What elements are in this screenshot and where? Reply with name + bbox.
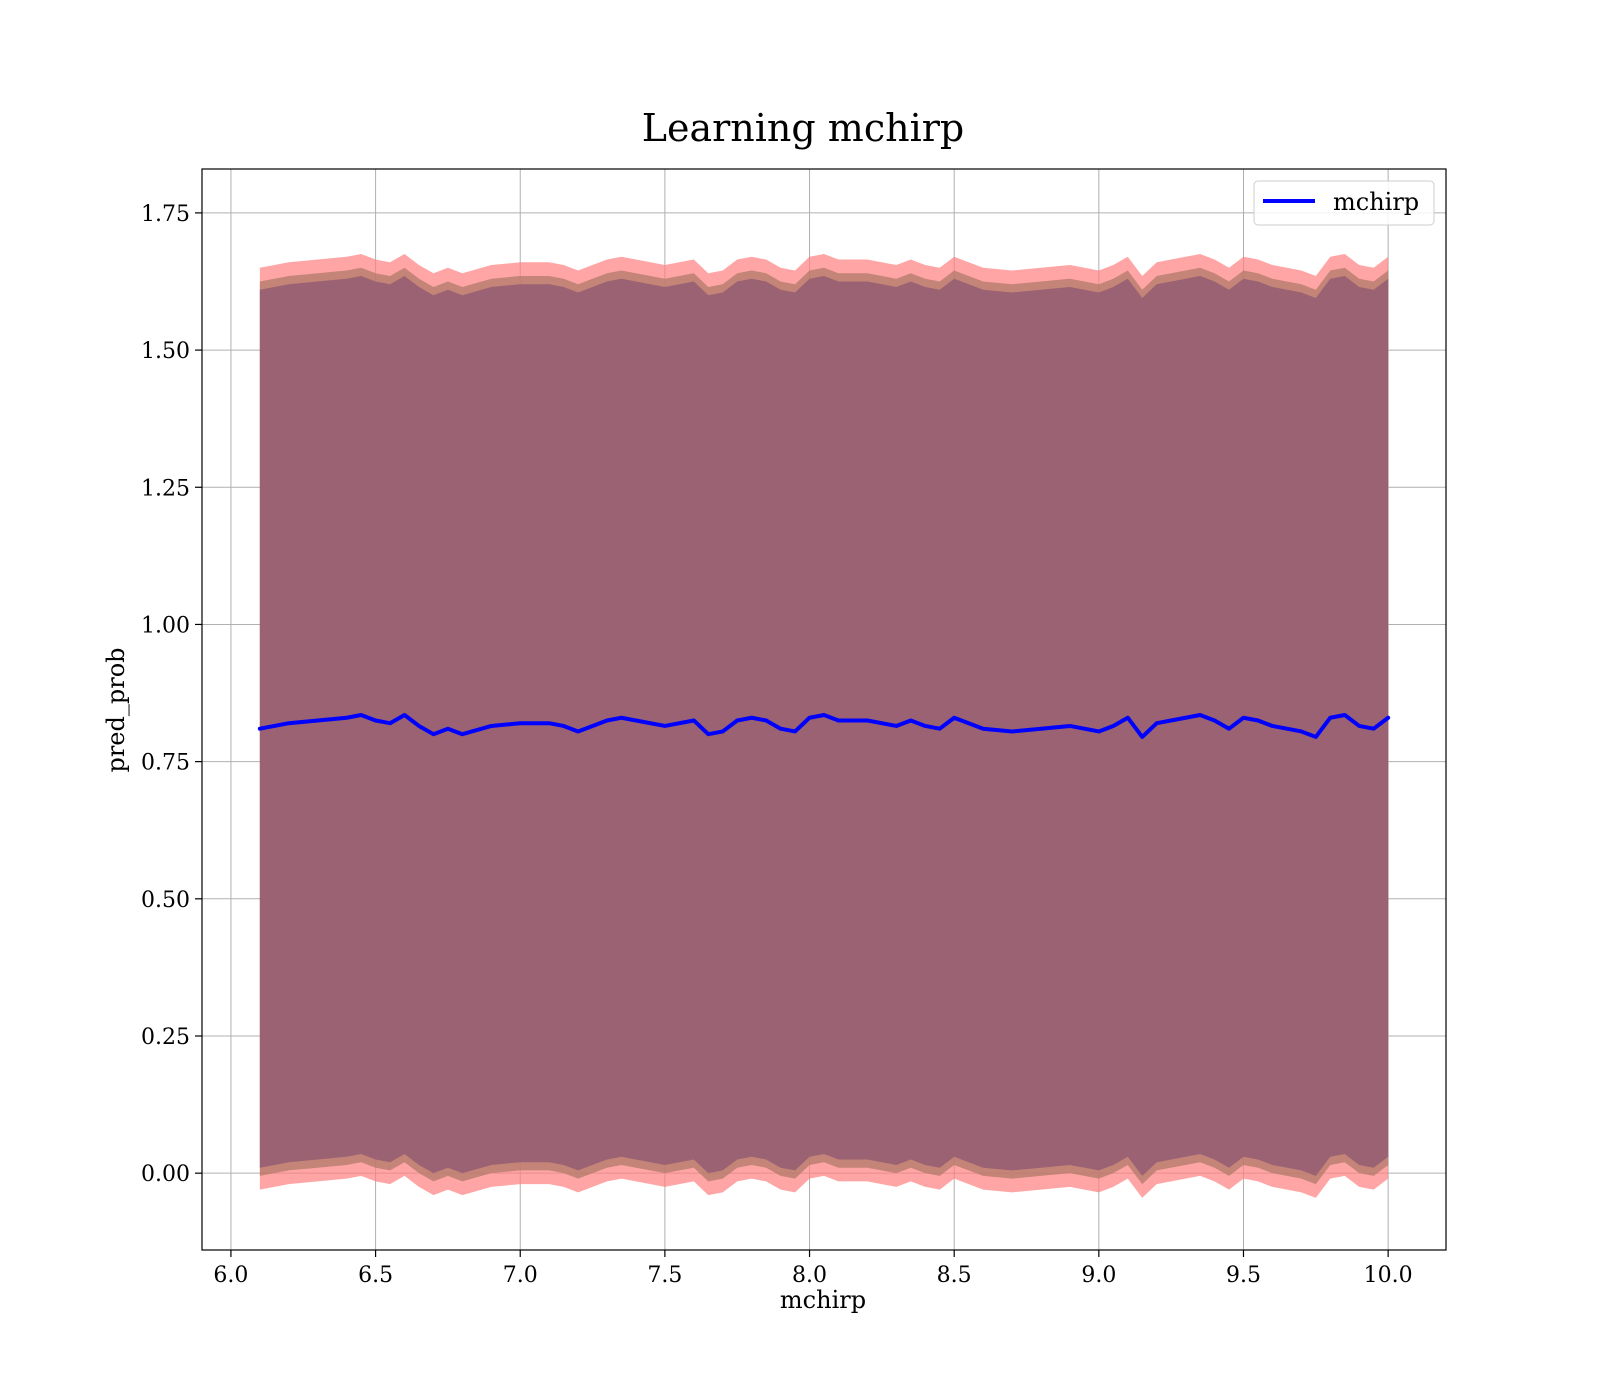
legend-label-mchirp: mchirp: [1333, 188, 1419, 216]
x-tick-label: 6.5: [358, 1263, 393, 1288]
x-tick-label: 7.5: [647, 1263, 682, 1288]
series-lines: [257, 712, 1391, 739]
legend: mchirp: [1253, 180, 1435, 226]
y-axis-label: pred_prob: [102, 647, 130, 772]
y-tick-label: 1.25: [141, 476, 190, 501]
x-axis-label: mchirp: [780, 1286, 866, 1314]
y-tick-label: 1.75: [141, 202, 190, 227]
x-tick-label: 6.0: [213, 1263, 248, 1288]
confidence-bands: [259, 254, 1389, 1198]
ticks: 6.0 6.5 7.0 7.5 8.0 8.5 9.0 9.5 10.0 0.00 0.25 0.50…: [141, 202, 1413, 1288]
x-tick-label: 9.5: [1226, 1263, 1261, 1288]
x-tick-label: 8.5: [937, 1263, 972, 1288]
y-tick-label: 0.50: [141, 888, 190, 913]
series-line-mchirp: [257, 712, 1391, 739]
y-tick-label: 0.00: [141, 1162, 190, 1187]
plot-frame: [201, 168, 1447, 1251]
legend-box: [1253, 180, 1435, 226]
y-tick-label: 1.50: [141, 339, 190, 364]
chart-title: Learning mchirp: [642, 106, 964, 150]
x-tick-label: 10.0: [1364, 1263, 1413, 1288]
y-tick-label: 0.75: [141, 751, 190, 776]
y-tick-label: 1.00: [141, 613, 190, 638]
x-tick-label: 8.0: [792, 1263, 827, 1288]
y-tick-label: 0.25: [141, 1025, 190, 1050]
x-tick-label: 7.0: [503, 1263, 538, 1288]
band-inner: [259, 276, 1389, 1176]
x-tick-label: 9.0: [1081, 1263, 1116, 1288]
